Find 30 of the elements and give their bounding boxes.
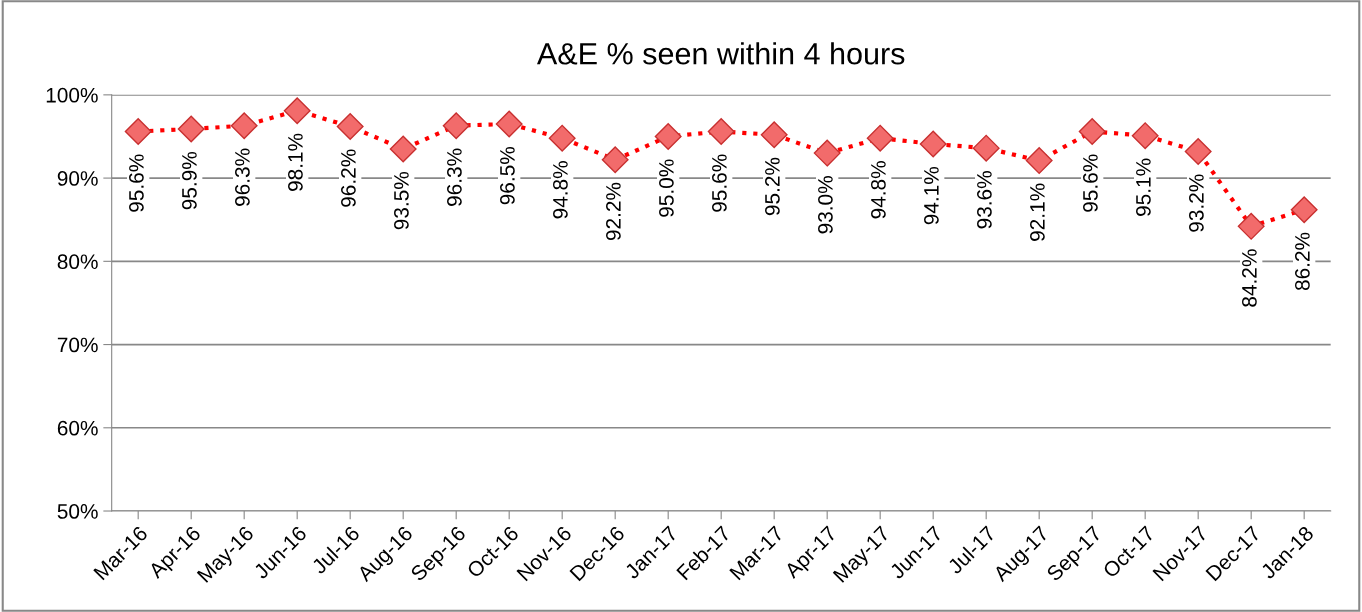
data-label: 96.5% — [500, 146, 515, 205]
chart-title: A&E % seen within 4 hours — [536, 42, 905, 65]
data-label: 94.1% — [924, 166, 939, 225]
data-label: 92.1% — [1030, 183, 1045, 241]
data-label: 84.2% — [1242, 249, 1257, 307]
data-label: 96.3% — [447, 148, 462, 206]
data-label: 95.6% — [712, 154, 727, 212]
data-label: 95.6% — [129, 154, 144, 212]
y-tick-label: 80% — [57, 254, 98, 270]
data-label: 95.9% — [182, 151, 197, 210]
data-label: 95.6% — [1083, 154, 1098, 212]
data-label: 93.6% — [977, 171, 992, 229]
data-label: 98.1% — [288, 133, 303, 191]
data-label: 96.3% — [235, 148, 250, 206]
data-label: 95.2% — [765, 157, 780, 216]
data-label: 86.2% — [1295, 232, 1310, 291]
data-label: 92.2% — [606, 182, 621, 241]
data-label: 93.0% — [818, 176, 833, 234]
data-label: 94.8% — [871, 161, 886, 219]
data-label: 96.2% — [341, 149, 356, 207]
data-label: 95.0% — [659, 159, 674, 217]
y-tick-label: 90% — [57, 171, 98, 186]
y-tick-label: 70% — [57, 337, 98, 353]
data-label: 93.5% — [394, 171, 409, 230]
y-tick-label: 100% — [46, 87, 98, 103]
data-label: 95.1% — [1136, 158, 1151, 216]
data-label: 93.2% — [1189, 174, 1204, 232]
y-tick-label: 60% — [57, 420, 98, 436]
data-label: 94.8% — [553, 161, 568, 219]
y-tick-label: 50% — [57, 504, 98, 519]
